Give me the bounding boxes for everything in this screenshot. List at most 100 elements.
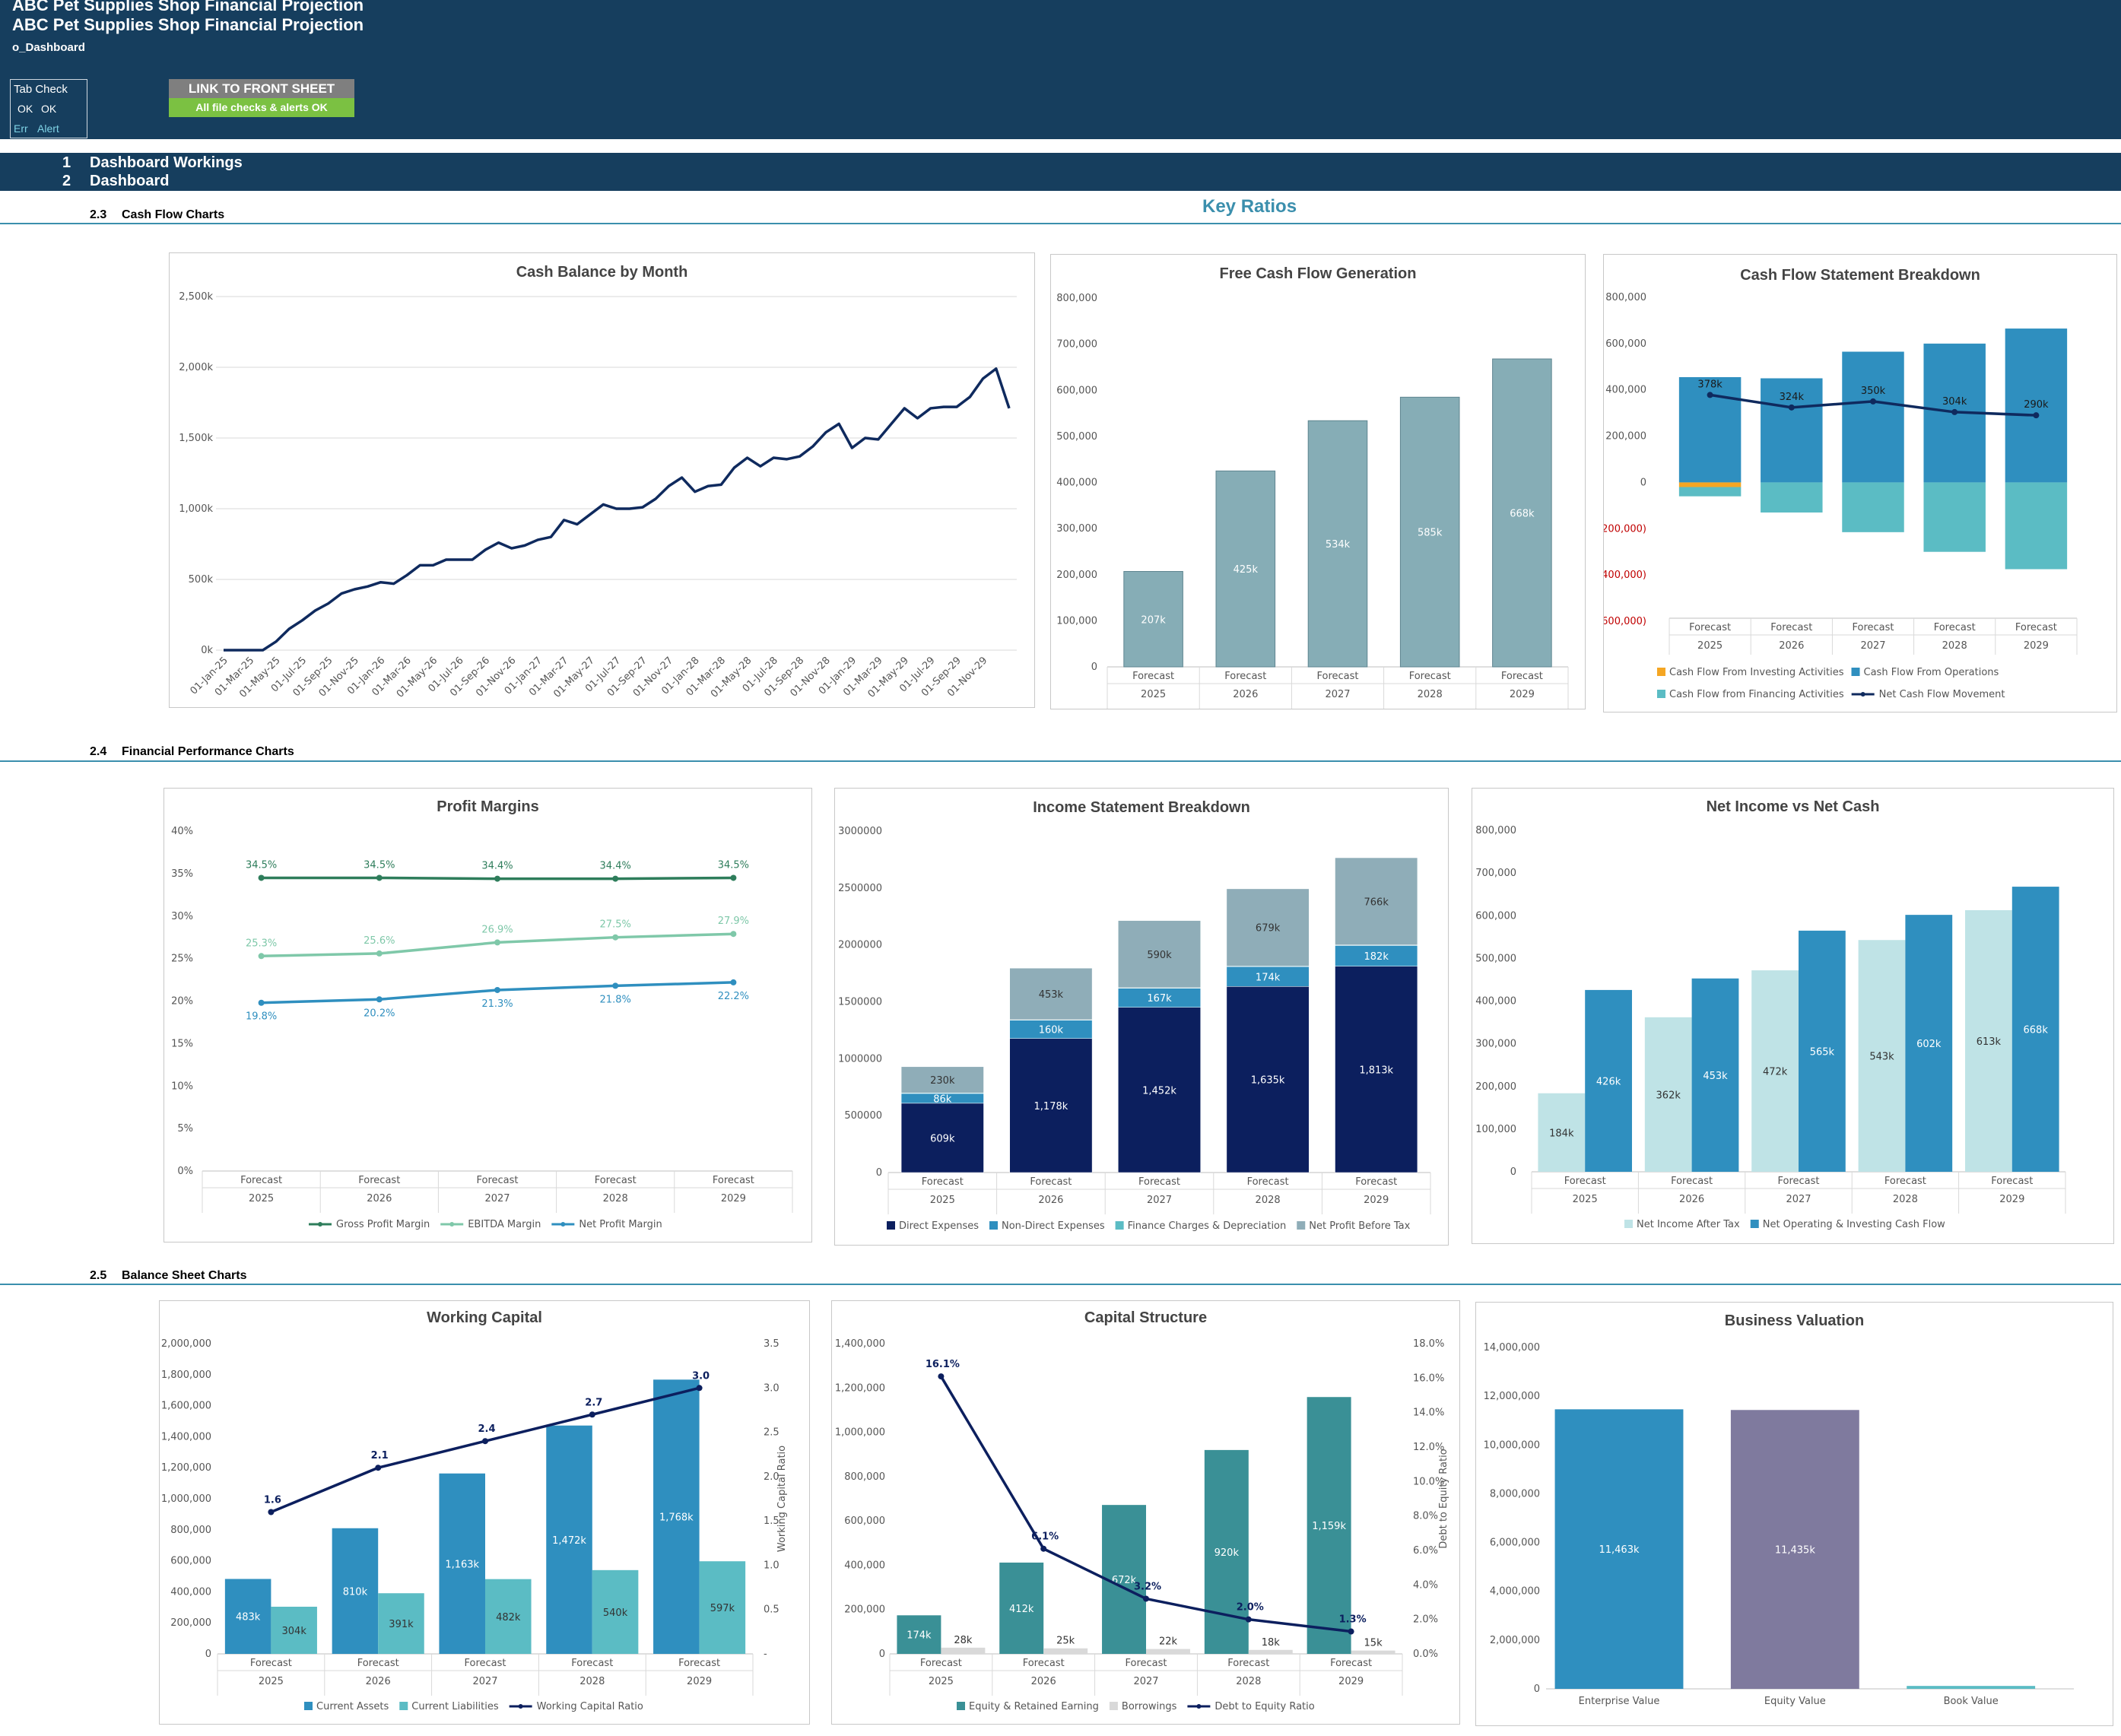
chart-svg: Business Valuation 0 2,000,000 4,000,000 6,0… <box>1484 1312 2074 1707</box>
bar-value-label: 182k <box>1364 951 1389 963</box>
bar-value-label: 230k <box>930 1075 955 1087</box>
y2-axis-title: Debt to Equity Ratio <box>1438 1449 1449 1548</box>
category-label: 2028 <box>579 1676 605 1687</box>
legend-label: Direct Expenses <box>899 1220 979 1232</box>
chart-business-valuation: Business Valuation 0 2,000,000 4,000,000 6,0… <box>1475 1302 2113 1726</box>
chart-income-statement-breakdown: Income Statement Breakdown 0 500000 1000000… <box>834 788 1449 1246</box>
category-label: Forecast <box>1138 1176 1180 1188</box>
bar-value-label: 1,635k <box>1251 1075 1285 1087</box>
y-tick-label: 10% <box>171 1081 193 1092</box>
bar <box>653 1379 700 1654</box>
bar-value-label: 613k <box>1977 1036 2002 1048</box>
y-tick-label: 12,000,000 <box>1484 1391 1540 1402</box>
bar-value-label: 540k <box>603 1607 628 1619</box>
bar-value-label: 184k <box>1549 1128 1574 1139</box>
bar <box>485 1579 532 1654</box>
nav-item-dashboard-workings[interactable]: 1 Dashboard Workings <box>62 154 243 172</box>
bar <box>1799 930 1846 1172</box>
stacked-bar-segment <box>1009 967 1093 1020</box>
y-tick-label: 1500000 <box>838 997 882 1008</box>
bar <box>1307 1397 1351 1654</box>
y-tick-label: 35% <box>171 868 193 880</box>
category-label: Forecast <box>1501 671 1543 682</box>
y-tick-label: 1,500k <box>179 433 213 444</box>
stacked-bar-segment <box>1226 966 1310 987</box>
stacked-bar-segment <box>900 1103 984 1173</box>
y-tick-label: 10,000,000 <box>1484 1439 1540 1451</box>
chart-cash-flow-statement-breakdown: Cash Flow Statement Breakdown (£600,000) (… <box>1603 254 2117 712</box>
category-label: Forecast <box>240 1175 282 1186</box>
category-label: 2026 <box>1031 1676 1056 1687</box>
y-tick-label: 400,000 <box>844 1560 885 1571</box>
line-value-label: 350k <box>1861 386 1886 397</box>
bar-operations <box>1842 351 1904 483</box>
line-value-label: 25.3% <box>246 938 277 949</box>
chart-title: Working Capital <box>427 1309 542 1326</box>
chart-cash-balance-by-month: Cash Balance by Month 0k 500k 1,000k 1,500k 2… <box>169 252 1035 708</box>
tab-check-ok-1: OK <box>17 103 33 115</box>
legend-label: Net Cash Flow Movement <box>1879 689 2005 700</box>
nav-item-label: Dashboard Workings <box>90 154 243 171</box>
line-marker <box>612 934 619 941</box>
legend-swatch <box>1657 690 1665 698</box>
bar <box>1585 989 1632 1172</box>
y-tick-label: 700,000 <box>1475 868 1516 879</box>
stacked-bar-segment <box>1118 1007 1201 1173</box>
bar <box>1554 1409 1684 1689</box>
bar-value-label: 543k <box>1869 1052 1894 1063</box>
line-value-label: 20.2% <box>364 1008 395 1019</box>
line-value-label: 25.6% <box>364 935 395 947</box>
line-value-label: 27.9% <box>718 916 749 927</box>
category-label: Forecast <box>1777 1176 1819 1187</box>
bar-value-label: 160k <box>1039 1025 1064 1036</box>
category-label: Forecast <box>1934 622 1976 633</box>
bar-investing <box>1678 482 1742 487</box>
legend-marker <box>1196 1704 1202 1709</box>
legend-label: Current Assets <box>316 1701 389 1712</box>
key-ratios-title: Key Ratios <box>1202 196 1297 217</box>
category-label: 2028 <box>1236 1676 1261 1687</box>
y2-tick-label: 1.0 <box>764 1560 779 1571</box>
bar-value-label: 426k <box>1596 1076 1621 1087</box>
line-marker <box>1143 1595 1149 1602</box>
link-to-front-sheet-button[interactable]: LINK TO FRONT SHEET <box>169 79 354 98</box>
category-label: Forecast <box>1132 671 1174 682</box>
line-marker <box>730 979 737 985</box>
tab-check-ok-2: OK <box>41 103 57 115</box>
nav-item-dashboard[interactable]: 2 Dashboard <box>62 173 169 190</box>
dashboard-nav: 1 Dashboard Workings 2 Dashboard <box>0 153 2121 191</box>
category-label: 2025 <box>1697 640 1723 652</box>
y-tick-label: 5% <box>177 1123 193 1135</box>
y-tick-label: 1,000,000 <box>161 1493 211 1505</box>
category-label: Forecast <box>678 1658 720 1669</box>
category-label: Forecast <box>1409 671 1451 682</box>
bar <box>1204 1449 1249 1654</box>
line-marker <box>589 1411 595 1418</box>
bar <box>1123 571 1183 668</box>
y-tick-label: 500,000 <box>1475 953 1516 964</box>
category-label: Forecast <box>464 1658 506 1669</box>
line-marker <box>482 1438 488 1445</box>
line-marker <box>494 986 500 993</box>
category-label: 2027 <box>1325 689 1350 700</box>
bar <box>1307 420 1368 668</box>
bar-value-label: 565k <box>1810 1046 1835 1058</box>
category-label: 2025 <box>1573 1194 1598 1205</box>
chart-svg: Capital Structure 0 200,000 400,000 600,000 8… <box>835 1309 1449 1712</box>
category-label: 2028 <box>1418 689 1443 700</box>
section-divider <box>0 760 2121 762</box>
bar-financing <box>1761 482 1823 513</box>
y-tick-label: 2500000 <box>838 883 882 894</box>
sheet-name: o_Dashboard <box>12 41 85 54</box>
y-tick-label: 0 <box>879 1649 885 1660</box>
line-value-label: 3.0 <box>692 1370 710 1382</box>
category-label: 2028 <box>1256 1195 1281 1206</box>
y2-tick-label: 8.0% <box>1413 1511 1438 1522</box>
line-marker <box>268 1509 275 1515</box>
category-label: 2026 <box>1679 1194 1704 1205</box>
bar <box>1751 970 1799 1172</box>
chart-svg: Cash Balance by Month 0k 500k 1,000k 1,500k 2… <box>179 264 1017 700</box>
bar-value-label: 167k <box>1147 993 1172 1004</box>
bar <box>1644 1017 1692 1172</box>
bar <box>1492 358 1552 668</box>
